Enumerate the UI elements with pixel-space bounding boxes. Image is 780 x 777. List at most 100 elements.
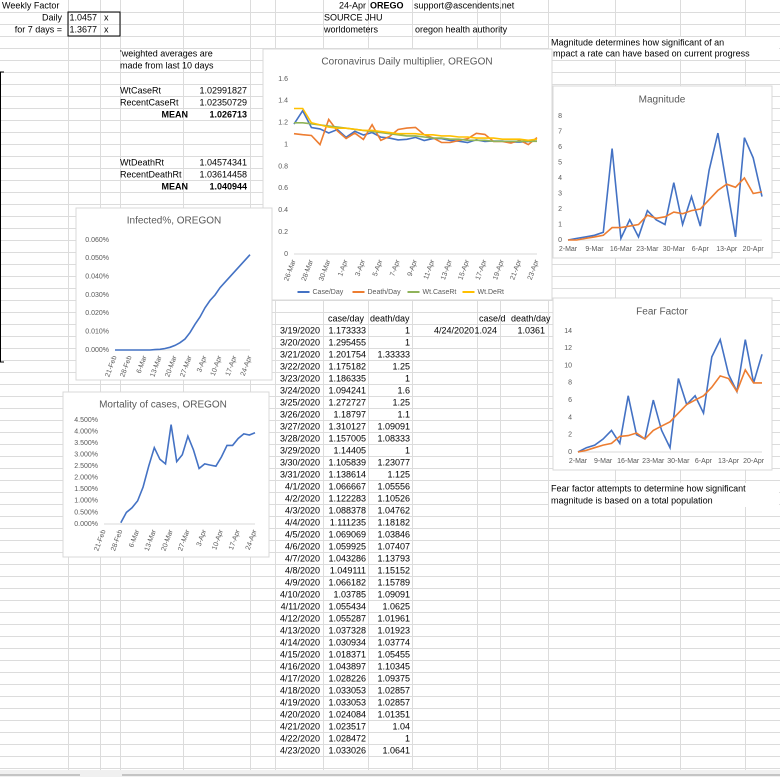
- cell-text: 1: [405, 733, 410, 743]
- cell-text: 1.088378: [328, 505, 366, 515]
- cell-text: 1.094241: [328, 385, 366, 395]
- data-line: [294, 107, 538, 142]
- cell-text: Weekly Factor: [2, 0, 59, 10]
- y-tick-label: 6: [568, 397, 572, 404]
- cell-text: 4/6/2020: [285, 541, 320, 551]
- cell-text: 3/30/2020: [280, 457, 320, 467]
- cell-text: 1.09091: [377, 589, 410, 599]
- cell-text: 1.15152: [377, 565, 410, 575]
- cell-text: 4/22/2020: [280, 733, 320, 743]
- y-tick-label: 2.500%: [74, 463, 98, 470]
- cell-text: 1.026713: [209, 109, 247, 119]
- y-tick-label: 4.000%: [74, 428, 98, 435]
- cell-text: 1.186335: [328, 373, 366, 383]
- cell-text: 3/29/2020: [280, 445, 320, 455]
- cell-text: 3/26/2020: [280, 409, 320, 419]
- cell-text: 1.295455: [328, 337, 366, 347]
- data-line: [115, 254, 251, 351]
- cell-text: OREGO: [370, 0, 404, 10]
- cell-text: oregon health authority: [415, 24, 508, 34]
- cell-text: 3/31/2020: [280, 469, 320, 479]
- cell-text: 1: [405, 337, 410, 347]
- note: made from last 10 days: [120, 60, 214, 70]
- cell-text: 1.157005: [328, 433, 366, 443]
- cell-text: 3/24/2020: [280, 385, 320, 395]
- note: magnitude is based on a total population: [551, 495, 713, 505]
- y-tick-label: 10: [564, 362, 572, 369]
- cell-text: 1.059925: [328, 541, 366, 551]
- chart-title: Coronavirus Daily multiplier, OREGON: [321, 57, 492, 68]
- cell-text: 1.0625: [382, 601, 410, 611]
- cell-text: 4/17/2020: [280, 673, 320, 683]
- cell-text: Daily: [42, 12, 63, 22]
- cell-text: 4/15/2020: [280, 649, 320, 659]
- cell-text: 1.03614458: [199, 169, 247, 179]
- cell-text: 1.069069: [328, 529, 366, 539]
- cell-text: 1: [405, 325, 410, 335]
- cell-text: 1.15789: [377, 577, 410, 587]
- cell-text: 1.09375: [377, 673, 410, 683]
- cell-text: 4/9/2020: [285, 577, 320, 587]
- border: [67, 11, 121, 37]
- cell-text: case/day: [328, 313, 365, 323]
- y-tick-label: 1.2: [278, 120, 288, 127]
- cell-text: 1.01923: [377, 625, 410, 635]
- legend-label: Wt.DeRt: [478, 289, 505, 296]
- cell-text: 1.03846: [377, 529, 410, 539]
- cell-text: 1: [405, 373, 410, 383]
- cell-text: support@ascendents.net: [414, 0, 515, 10]
- cell-text: 3/23/2020: [280, 373, 320, 383]
- data-line: [567, 132, 763, 242]
- chart-area: [552, 85, 773, 259]
- chart-title: Magnitude: [639, 95, 686, 106]
- cell-text: 1.13793: [377, 553, 410, 563]
- y-tick-label: 1.6: [278, 76, 288, 83]
- cell-text: 1.25: [392, 361, 410, 371]
- y-tick-label: 0.000%: [85, 347, 109, 354]
- x-tick-label: 23-Mar: [642, 458, 665, 465]
- x-tick-label: 16-Mar: [617, 458, 640, 465]
- cell-text: 1.125: [387, 469, 410, 479]
- cell-text: 1.043286: [328, 553, 366, 563]
- cell-text: 1.1: [397, 409, 410, 419]
- cell-text: 1.055287: [328, 613, 366, 623]
- y-tick-label: 0.4: [278, 207, 288, 214]
- cell-text: 1.023517: [328, 721, 366, 731]
- cell-text: WtDeathRt: [120, 157, 165, 167]
- cell-text: 1.310127: [328, 421, 366, 431]
- cell-text: 3/21/2020: [280, 349, 320, 359]
- y-tick-label: 0.050%: [85, 255, 109, 262]
- y-tick-label: 0.030%: [85, 292, 109, 299]
- cell-text: 1.018371: [328, 649, 366, 659]
- y-tick-label: 0.000%: [74, 521, 98, 528]
- x-tick-label: 9-Mar: [594, 458, 613, 465]
- x-tick-label: 6-Apr: [692, 246, 710, 253]
- cell-text: 1.18182: [377, 517, 410, 527]
- cell-text: MEAN: [162, 109, 189, 119]
- cell-text: 1.049111: [330, 565, 366, 575]
- x-tick-label: 2-Mar: [569, 458, 588, 465]
- cell-text: 1.05556: [377, 481, 410, 491]
- x-tick-label: 30-Mar: [663, 246, 686, 253]
- x-tick-label: 20-Apr: [743, 458, 765, 465]
- cell-fill: [549, 37, 779, 59]
- y-tick-label: 0.500%: [74, 509, 98, 516]
- cell-text: 4/8/2020: [285, 565, 320, 575]
- cell-text: 1.10526: [377, 493, 410, 503]
- note: Magnitude determines how significant of …: [551, 37, 724, 47]
- cell-text: case/d: [479, 313, 506, 323]
- cell-text: 1.033053: [328, 685, 366, 695]
- cell-text: 1.02350729: [199, 97, 247, 107]
- cell-text: 1.122283: [328, 493, 366, 503]
- cell-text: 1.024: [474, 325, 497, 335]
- cell-text: 3/22/2020: [280, 361, 320, 371]
- cell-text: 4/2/2020: [285, 493, 320, 503]
- y-tick-label: 6: [558, 144, 562, 151]
- cell-text: 1.030934: [328, 637, 366, 647]
- cell-text: 1.272727: [328, 397, 366, 407]
- y-tick-label: 2.000%: [74, 475, 98, 482]
- cell-text: 1.03785: [333, 589, 366, 599]
- cell-text: 4/16/2020: [280, 661, 320, 671]
- cell-text: 1.033053: [328, 697, 366, 707]
